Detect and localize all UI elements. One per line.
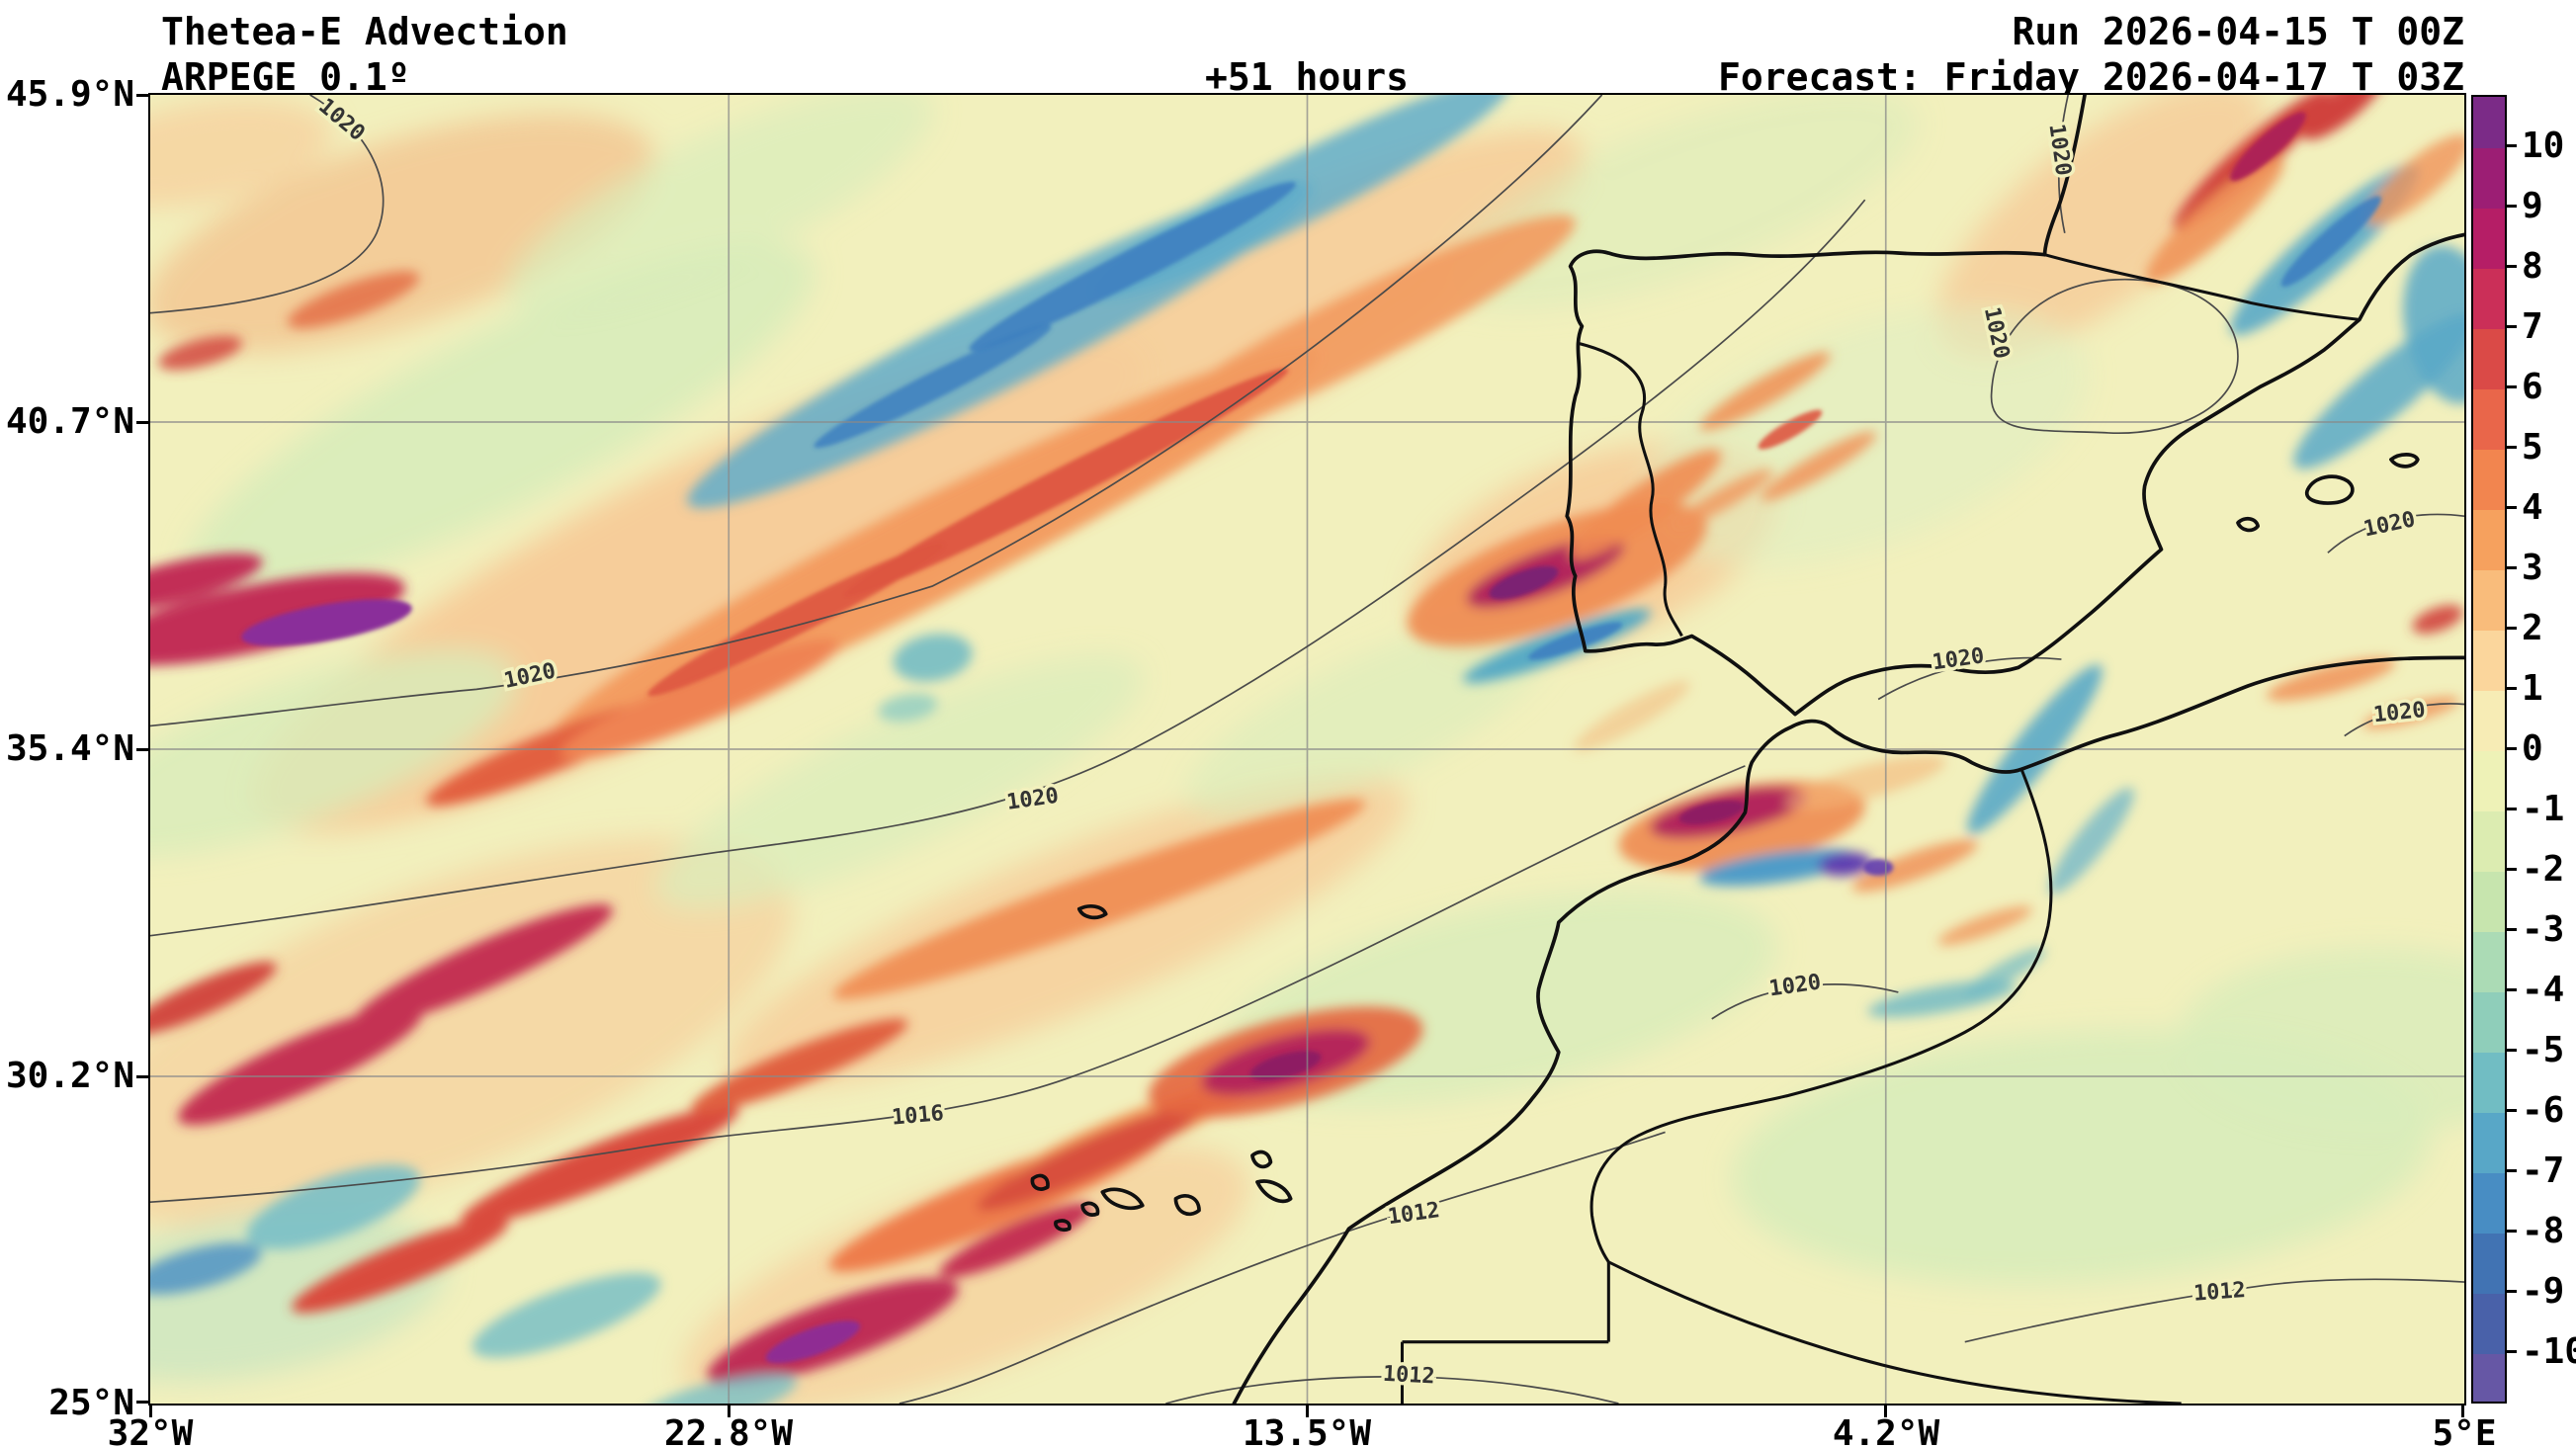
map-plot-area: 1020 1020 1020 1016 1012 1012 1012 1020 … (150, 95, 2464, 1404)
x-tick-label: 13.5°W (1242, 1413, 1372, 1448)
island-la-gomera (1080, 1201, 1100, 1217)
colorbar-tick-label: 9 (2522, 186, 2543, 226)
colorbar (2471, 95, 2507, 1404)
colorbar-tick-label: -8 (2522, 1211, 2565, 1251)
y-axis-tick (136, 421, 150, 424)
colorbar-tick-label: 4 (2522, 487, 2543, 528)
island-gran-canaria (1173, 1194, 1201, 1217)
colorbar-tick-label: 1 (2522, 668, 2543, 709)
colorbar-tick-label: -7 (2522, 1150, 2565, 1191)
x-axis-tick (1306, 1404, 1309, 1417)
border-morocco-algeria (1589, 768, 2053, 1263)
y-axis-tick (136, 94, 150, 97)
colorbar-tick-label: -2 (2522, 849, 2565, 890)
x-tick-label: 5°E (2432, 1413, 2497, 1448)
island-lanzarote (1250, 1150, 1273, 1169)
colorbar-tick-label: -9 (2522, 1271, 2565, 1312)
run-label: Run 2026-04-15 T 00Z (2012, 10, 2464, 53)
coastlines (1030, 95, 2464, 1404)
colorbar-tick-marks (2507, 144, 2517, 1354)
x-axis-tick (149, 1404, 152, 1417)
advection-map: 1020 1020 1020 1016 1012 1012 1012 1020 … (150, 95, 2464, 1404)
y-tick-label: 30.2°N (5, 1056, 134, 1096)
y-tick-label: 45.9°N (5, 74, 134, 115)
colorbar-tick-label: 8 (2522, 246, 2543, 287)
model-label: ARPEGE 0.1º (161, 55, 410, 99)
x-tick-label: 32°W (107, 1413, 194, 1448)
border-portugal-spain (1576, 341, 1683, 638)
graticule (150, 95, 2464, 1404)
island-tenerife (1100, 1187, 1145, 1211)
lead-time-label: +51 hours (1205, 55, 1409, 99)
colorbar-tick-label: 10 (2522, 126, 2565, 166)
colorbar-tick-label: 2 (2522, 608, 2543, 648)
x-tick-label: 4.2°W (1832, 1413, 1940, 1448)
border-pyrenees (2044, 253, 2361, 321)
island-madeira (1076, 904, 1108, 920)
y-axis-tick (136, 1401, 150, 1404)
colorbar-tick-label: -6 (2522, 1090, 2565, 1131)
island-ibiza (2236, 516, 2261, 533)
x-axis-tick (728, 1404, 730, 1417)
y-axis-tick (136, 1075, 150, 1078)
y-axis-tick (136, 748, 150, 751)
colorbar-tick-label: 3 (2522, 548, 2543, 588)
island-menorca (2389, 453, 2420, 468)
island-el-hierro (1054, 1219, 1072, 1233)
colorbar-tick-label: -1 (2522, 789, 2565, 829)
y-tick-label: 25°N (48, 1383, 134, 1423)
colorbar-tick-label: 5 (2522, 427, 2543, 468)
x-tick-label: 22.8°W (663, 1413, 794, 1448)
contour-label-1016: 1016 (891, 1101, 945, 1130)
colorbar-tick-label: -4 (2522, 970, 2565, 1010)
island-fuerteventura (1255, 1179, 1293, 1204)
colorbar-tick-label: 7 (2522, 306, 2543, 347)
contour-label-1012: 1012 (1382, 1362, 1435, 1390)
forecast-label: Forecast: Friday 2026-04-17 T 03Z (1718, 55, 2464, 99)
country-borders (1400, 253, 2361, 1404)
x-axis-tick (2461, 1404, 2464, 1417)
isobar-contours (150, 95, 2464, 1404)
colorbar-tick-label: -10 (2522, 1331, 2576, 1372)
colorbar-tick-label: -3 (2522, 909, 2565, 950)
colorbar-tick-label: 0 (2522, 728, 2543, 769)
x-axis-tick (1884, 1404, 1887, 1417)
iberia-france-coastline (1565, 95, 2464, 717)
y-tick-label: 40.7°N (5, 401, 134, 442)
colorbar-tick-label: -5 (2522, 1030, 2565, 1070)
island-mallorca (2304, 474, 2355, 505)
island-la-palma (1030, 1173, 1050, 1191)
page-title: Thetea-E Advection (161, 10, 568, 53)
field-core-layer (241, 112, 2381, 1364)
y-tick-label: 35.4°N (5, 728, 134, 769)
contour-label-1020: 1020 (2372, 698, 2427, 727)
colorbar-tick-label: 6 (2522, 367, 2543, 407)
border-mauritania-algeria (1607, 1260, 2182, 1404)
africa-coastline (1232, 655, 2464, 1404)
contour-label-1012: 1012 (2192, 1278, 2246, 1307)
